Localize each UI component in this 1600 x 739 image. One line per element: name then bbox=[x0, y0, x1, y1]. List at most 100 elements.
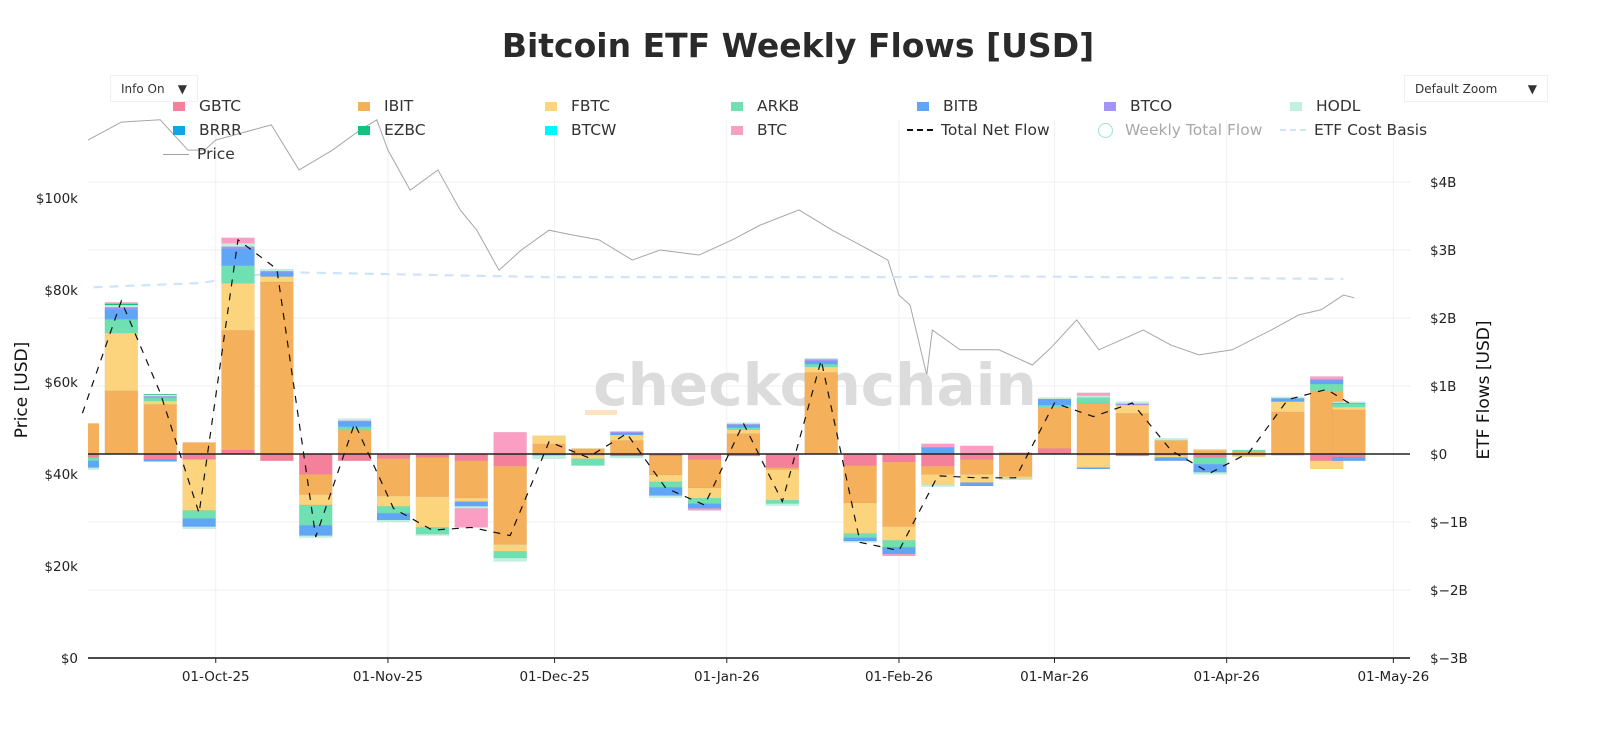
x-tick-label: 01-Oct-25 bbox=[182, 669, 250, 685]
week-bar bbox=[454, 453, 489, 528]
week-bar bbox=[804, 357, 838, 455]
week-bar bbox=[882, 453, 916, 557]
zoom-dropdown[interactable]: Default Zoom ▼ bbox=[1404, 75, 1548, 102]
bar-segment-bitb bbox=[337, 421, 372, 428]
bar-segment-arkb bbox=[571, 458, 605, 466]
week-bar bbox=[1115, 401, 1150, 457]
legend-label: Weekly Total Flow bbox=[1125, 121, 1263, 139]
y-right-tick-label: $1B bbox=[1430, 379, 1456, 395]
bar-segment-ibit bbox=[337, 429, 372, 455]
week-bar bbox=[959, 445, 994, 487]
bar-segment-fbtc bbox=[1232, 455, 1266, 457]
legend-item-ezbc[interactable]: EZBC bbox=[358, 121, 426, 139]
legend-swatch-icon bbox=[545, 125, 557, 135]
bar-segment-ibit bbox=[726, 433, 761, 455]
bar-segment-bitb bbox=[221, 248, 255, 266]
bar-segment-arkb bbox=[648, 481, 683, 488]
legend-item-weekly-total-flow[interactable]: Weekly Total Flow bbox=[1094, 121, 1262, 139]
bar-segment-ibit bbox=[610, 440, 644, 455]
bar-segment-ibit bbox=[182, 442, 216, 455]
bar-segment-ibit bbox=[959, 459, 994, 475]
legend-item-btc[interactable]: BTC bbox=[731, 121, 787, 139]
week-bar bbox=[337, 418, 372, 462]
bar-segment-btco bbox=[104, 306, 139, 310]
bar-segment-gbtc bbox=[959, 453, 994, 460]
legend-line-icon bbox=[163, 153, 189, 155]
y-left-tick-label: $0 bbox=[61, 651, 78, 667]
bar-segment-gbtc bbox=[260, 453, 294, 462]
week-bar bbox=[1309, 376, 1344, 470]
legend-item-fbtc[interactable]: FBTC bbox=[545, 97, 610, 115]
bar-segment-hodl bbox=[804, 357, 838, 360]
bar-segment-bitb bbox=[726, 424, 761, 428]
bar-segment-gbtc bbox=[88, 453, 100, 458]
x-tick-label: 01-Dec-25 bbox=[519, 669, 589, 685]
bar-segment-fbtc bbox=[532, 435, 566, 445]
legend-item-etf-cost-basis[interactable]: ETF Cost Basis bbox=[1280, 121, 1427, 139]
legend-label: BTCW bbox=[571, 121, 617, 139]
bar-segment-fbtc bbox=[687, 487, 722, 499]
week-bar bbox=[532, 435, 566, 460]
bar-segment-ibit bbox=[1115, 412, 1150, 455]
watermark-underscore bbox=[585, 410, 617, 415]
legend-item-btco[interactable]: BTCO bbox=[1104, 97, 1172, 115]
info-dropdown-label: Info On bbox=[121, 82, 165, 96]
legend-item-price[interactable]: Price bbox=[163, 145, 235, 163]
legend-item-arkb[interactable]: ARKB bbox=[731, 97, 799, 115]
week-bar bbox=[1037, 397, 1072, 455]
bar-segment-ibit bbox=[804, 372, 838, 455]
y-right-tick-label: $−3B bbox=[1430, 651, 1468, 667]
legend-swatch-icon bbox=[173, 101, 185, 111]
bar-segment-gbtc bbox=[921, 453, 955, 467]
bar-segment-btc bbox=[454, 508, 489, 528]
bar-segment-btco bbox=[610, 431, 644, 434]
legend-label: ETF Cost Basis bbox=[1314, 121, 1428, 139]
etf-cost-basis-line bbox=[93, 270, 1344, 289]
bar-segment-hodl bbox=[998, 478, 1033, 481]
week-bar bbox=[376, 453, 411, 523]
bar-segment-btc bbox=[882, 553, 916, 557]
bar-segment-btco bbox=[1037, 398, 1072, 400]
bar-segment-gbtc bbox=[493, 453, 527, 467]
bar-segment-hodl bbox=[260, 268, 294, 272]
bar-segment-bitb bbox=[104, 308, 139, 320]
bar-segment-fbtc bbox=[298, 494, 333, 506]
y-right-tick-label: $−1B bbox=[1430, 515, 1468, 531]
bar-segment-arkb bbox=[882, 540, 916, 548]
info-dropdown[interactable]: Info On ▼ bbox=[110, 75, 198, 102]
legend-swatch-icon bbox=[731, 125, 743, 135]
bar-segment-arkb bbox=[104, 319, 139, 334]
legend-circle-icon bbox=[1098, 122, 1113, 138]
bar-segment-ezbc bbox=[143, 393, 177, 396]
bar-segment-fbtc bbox=[726, 429, 761, 434]
bar-segment-ibit bbox=[843, 465, 877, 504]
bar-segment-arkb bbox=[337, 426, 372, 431]
legend-item-hodl[interactable]: HODL bbox=[1290, 97, 1360, 115]
bar-segment-gbtc bbox=[882, 453, 916, 463]
y-left-tick-label: $60k bbox=[44, 375, 78, 391]
legend-item-bitb[interactable]: BITB bbox=[917, 97, 978, 115]
bar-segment-hodl bbox=[1154, 438, 1188, 441]
legend-swatch-icon bbox=[1104, 101, 1116, 111]
bar-segment-fbtc bbox=[104, 332, 139, 392]
legend-item-gbtc[interactable]: GBTC bbox=[173, 97, 241, 115]
bar-segment-fbtc bbox=[260, 276, 294, 283]
zoom-dropdown-label: Default Zoom bbox=[1415, 82, 1498, 96]
legend-item-brrr[interactable]: BRRR bbox=[173, 121, 242, 139]
bar-segment-bitb bbox=[182, 518, 216, 528]
bar-segment-bitb bbox=[687, 503, 722, 509]
bar-segment-ezbc bbox=[104, 303, 139, 306]
bar-segment-bitb bbox=[610, 432, 644, 436]
bar-segment-bitb bbox=[648, 487, 683, 496]
legend-item-total-net-flow[interactable]: Total Net Flow bbox=[907, 121, 1050, 139]
x-tick-label: 01-Nov-25 bbox=[353, 669, 423, 685]
legend-item-ibit[interactable]: IBIT bbox=[358, 97, 413, 115]
legend-label: BTCO bbox=[1130, 97, 1173, 115]
bar-segment-btco bbox=[143, 395, 177, 398]
bar-segment-gbtc bbox=[454, 453, 489, 462]
legend-item-btcw[interactable]: BTCW bbox=[545, 121, 616, 139]
bar-segment-bitb bbox=[1309, 380, 1344, 385]
legend-label: BRRR bbox=[199, 121, 242, 139]
gridlines bbox=[88, 120, 1410, 658]
